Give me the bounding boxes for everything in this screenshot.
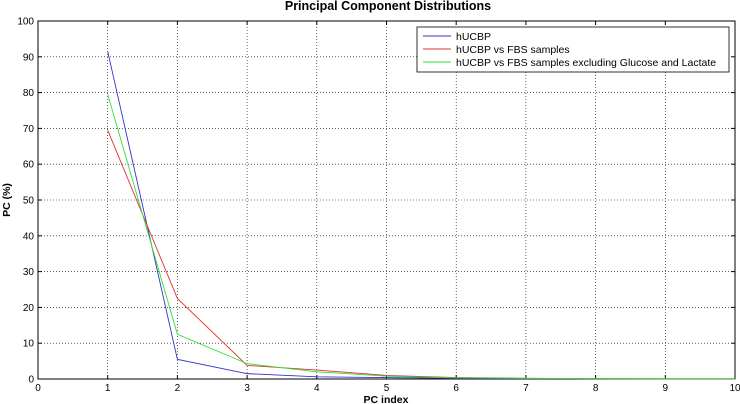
y-tick-label: 50: [23, 196, 35, 207]
x-tick-label: 9: [663, 383, 669, 394]
series-lines: [107, 51, 735, 380]
x-tick-label: 6: [453, 383, 459, 394]
x-tick-label: 4: [314, 383, 320, 394]
series-line-1: [107, 51, 735, 380]
x-tick-label: 7: [523, 383, 529, 394]
y-axis-label: PC (%): [1, 183, 13, 217]
x-axis-label: PC index: [364, 394, 409, 404]
y-tick-label: 40: [23, 231, 35, 242]
legend-label: hUCBP vs FBS samples: [456, 44, 570, 56]
x-tick-label: 5: [384, 383, 390, 394]
y-tick-label: 80: [23, 88, 35, 99]
legend-box: [416, 26, 730, 73]
legend-label: hUCBP vs FBS samples excluding Glucose a…: [456, 57, 716, 69]
y-tick-label: 60: [23, 160, 35, 171]
x-tick-label: 8: [593, 383, 599, 394]
x-tick-label: 2: [175, 383, 181, 394]
x-tick-label: 0: [35, 383, 41, 394]
legend-label: hUCBP: [456, 31, 491, 43]
y-tick-label: 30: [23, 267, 35, 278]
y-tick-label: 100: [17, 17, 34, 28]
grid: [38, 21, 735, 379]
y-tick-label: 0: [28, 375, 34, 386]
y-tick-label: 10: [23, 339, 35, 350]
y-tick-label: 20: [23, 303, 35, 314]
x-tick-label: 10: [729, 383, 740, 394]
x-tick-label: 3: [244, 383, 250, 394]
y-tick-label: 90: [23, 52, 35, 63]
x-tick-label: 1: [105, 383, 111, 394]
series-line-3: [107, 94, 735, 380]
chart-title: Principal Component Distributions: [285, 0, 491, 13]
series-line-2: [107, 130, 735, 380]
y-tick-label: 70: [23, 124, 35, 135]
